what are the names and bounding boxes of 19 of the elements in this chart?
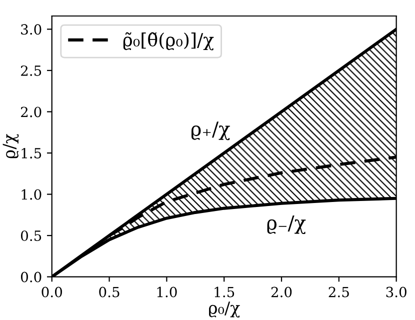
annotation: ϱ₋/χ: [267, 216, 306, 234]
x-tick-label: 2.0: [271, 286, 292, 298]
y-tick-label: 1.0: [22, 189, 42, 200]
y-tick-label: 3.0: [21, 24, 42, 35]
x-axis-title: ϱ₀/χ: [209, 302, 240, 318]
y-tick-label: 2.0: [21, 106, 42, 118]
x-tick-label: 0.5: [99, 286, 120, 298]
y-tick-label: 2.5: [21, 65, 42, 76]
x-tick-label: 3.0: [386, 286, 406, 298]
legend-label: ϱ̃₀[θ̃(ϱ₀)]/χ: [123, 32, 214, 50]
x-tick-label: 1.0: [157, 286, 177, 298]
annotation: ϱ₊/χ: [192, 122, 230, 140]
y-tick-label: 0.5: [20, 230, 42, 242]
x-tick-label: 2.5: [328, 286, 349, 298]
y-tick-label: 1.5: [22, 148, 42, 158]
y-axis-title: ϱ/χ: [2, 134, 19, 158]
x-tick-label: 1.5: [214, 286, 234, 298]
x-tick-label: 0.0: [42, 286, 62, 298]
y-tick-label: 0.0: [20, 272, 42, 282]
